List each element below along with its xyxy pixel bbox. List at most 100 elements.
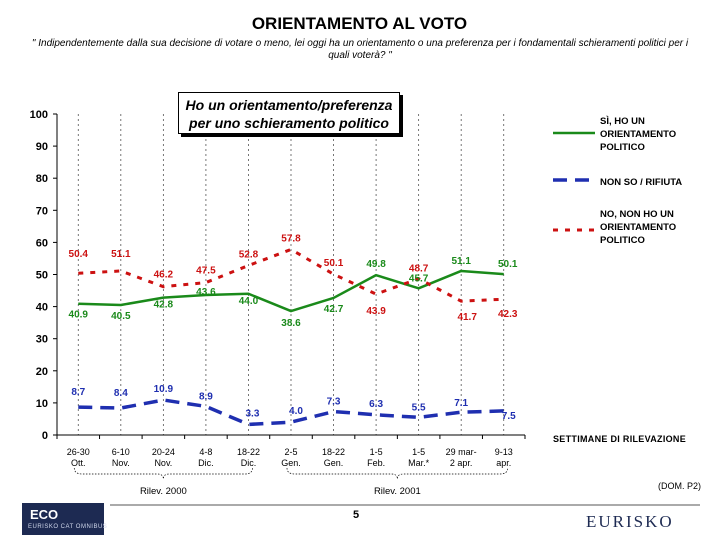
data-label: 42.7 — [324, 304, 344, 315]
y-tick-label: 10 — [36, 398, 48, 410]
x-tick-label: 1-5 — [412, 447, 425, 457]
y-tick-label: 90 — [36, 141, 48, 153]
callout-box: Ho un orientamento/preferenza per uno sc… — [178, 92, 400, 134]
group-brace — [73, 467, 253, 480]
label-layer: 40.9 40.5 42.8 43.6 44.0 38.6 42.7 49.8 45.7 51.1… — [69, 233, 518, 421]
data-label: 8.7 — [71, 387, 85, 398]
page-number: 5 — [353, 509, 360, 521]
eco-logo-text: ECO — [30, 507, 59, 522]
y-tick-label: 30 — [36, 334, 48, 346]
data-label: 3.3 — [246, 408, 260, 419]
x-tick-label: Gen. — [281, 458, 301, 468]
callout-line-2: per uno schieramento politico — [189, 115, 389, 131]
data-label: 48.7 — [409, 264, 429, 275]
series-line — [78, 398, 504, 427]
data-label: 43.9 — [366, 306, 386, 317]
question-reference: (DOM. P2) — [658, 481, 702, 491]
data-label: 38.6 — [281, 318, 301, 329]
y-tick-label: 100 — [30, 109, 48, 121]
x-tick-label: 20-24 — [152, 447, 175, 457]
x-tick-label: Nov. — [112, 458, 130, 468]
group-brace — [286, 467, 509, 480]
data-label: 8.4 — [114, 388, 128, 399]
group-label: Rilev. 2000 — [140, 486, 187, 497]
legend-nonso-line-1: NON SO / RIFIUTA — [600, 177, 683, 188]
legend-si-line-3: POLITICO — [600, 142, 645, 153]
y-tick-label: 20 — [36, 366, 48, 378]
data-label: 40.5 — [111, 311, 131, 322]
series-line — [78, 247, 504, 303]
x-tick-label: 18-22 — [322, 447, 345, 457]
legend-si-line-1: SÌ, HO UN — [600, 116, 645, 127]
y-tick-label: 40 — [36, 302, 48, 314]
x-tick-label: Nov. — [154, 458, 172, 468]
x-tick-label: Feb. — [367, 458, 385, 468]
y-tick-label: 0 — [42, 430, 48, 442]
x-tick-label: 9-13 — [495, 447, 513, 457]
x-tick-label: 29 mar- — [446, 447, 477, 457]
data-label: 5.5 — [412, 402, 426, 413]
data-label: 40.9 — [69, 310, 89, 321]
survey-question: " Indipendentemente dalla sua decisione … — [31, 38, 689, 61]
x-tick-label: 26-30 — [67, 447, 90, 457]
eco-logo-subtext: EURISKO CAT OMNIBUS — [28, 524, 108, 530]
chart-title: ORIENTAMENTO AL VOTO — [251, 14, 468, 33]
data-label: 8.9 — [199, 391, 213, 402]
x-tick-label: 1-5 — [370, 447, 383, 457]
legend-no-line-2: ORIENTAMENTO — [600, 222, 677, 233]
y-tick-label: 80 — [36, 173, 48, 185]
x-tick-label: 4-8 — [199, 447, 212, 457]
data-label: 41.7 — [457, 312, 477, 323]
y-tick-label: 50 — [36, 270, 48, 282]
legend-no-line-1: NO, NON HO UN — [600, 209, 674, 220]
data-label: 52.8 — [239, 250, 259, 261]
legend-text-si: SÌ, HO UN ORIENTAMENTO POLITICO — [600, 115, 676, 154]
data-label: 44.0 — [239, 296, 259, 307]
x-tick-label: Gen. — [324, 458, 344, 468]
data-label: 49.8 — [366, 259, 386, 270]
data-label: 57.8 — [281, 233, 301, 244]
data-label: 7.3 — [327, 397, 341, 408]
axis-layer: 010203040506070809010026-30Ott.6-10Nov.2… — [30, 109, 526, 497]
x-tick-label: apr. — [496, 458, 511, 468]
data-label: 42.3 — [498, 309, 518, 320]
x-tick-label: Ott. — [71, 458, 86, 468]
legend-text-no: NO, NON HO UN ORIENTAMENTO POLITICO — [600, 208, 676, 247]
x-tick-label: Dic. — [198, 458, 214, 468]
data-label: 4.0 — [289, 406, 303, 417]
callout-line-1: Ho un orientamento/preferenza — [185, 97, 393, 113]
data-label: 51.1 — [111, 249, 131, 260]
legend-no-line-3: POLITICO — [600, 235, 645, 246]
series-layer — [78, 247, 504, 427]
x-tick-label: 2-5 — [284, 447, 297, 457]
x-tick-label: 6-10 — [112, 447, 130, 457]
grid-layer — [77, 114, 505, 435]
legend-si-line-2: ORIENTAMENTO — [600, 129, 677, 140]
data-label: 7.1 — [454, 398, 468, 409]
data-label: 42.8 — [154, 300, 174, 311]
data-label: 45.7 — [409, 273, 429, 284]
data-label: 10.9 — [154, 384, 174, 395]
data-label: 47.5 — [196, 266, 216, 277]
group-label: Rilev. 2001 — [374, 486, 421, 497]
data-label: 43.6 — [196, 287, 216, 298]
eco-logo — [22, 503, 104, 535]
data-label: 50.1 — [324, 258, 344, 269]
x-tick-label: 18-22 — [237, 447, 260, 457]
data-label: 50.4 — [69, 249, 89, 260]
data-label: 50.1 — [498, 259, 518, 270]
y-tick-label: 60 — [36, 237, 48, 249]
eurisko-logo: EURISKO — [586, 512, 674, 531]
data-label: 7.5 — [502, 411, 516, 422]
x-tick-label: Mar.* — [408, 458, 430, 468]
legend-text-nonso: NON SO / RIFIUTA — [600, 176, 682, 189]
data-label: 6.3 — [369, 399, 383, 410]
data-label: 46.2 — [154, 270, 174, 281]
x-tick-label: Dic. — [241, 458, 257, 468]
x-axis-caption: SETTIMANE DI RILEVAZIONE — [553, 434, 687, 444]
legend-layer — [553, 131, 595, 232]
y-tick-label: 70 — [36, 205, 48, 217]
data-label: 51.1 — [451, 256, 471, 267]
x-tick-label: 2 apr. — [450, 458, 473, 468]
